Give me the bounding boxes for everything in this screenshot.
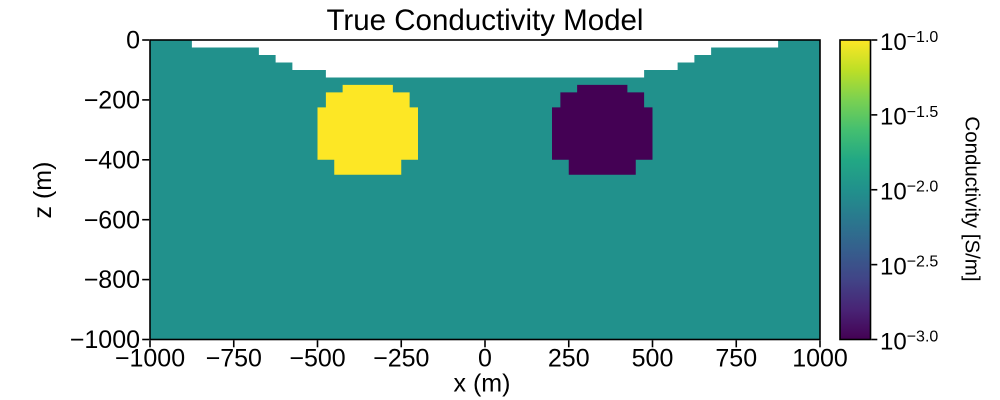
svg-text:Conductivity [S/m]: Conductivity [S/m] [961,116,984,281]
svg-text:1000: 1000 [792,345,848,373]
svg-text:−250: −250 [373,345,429,373]
svg-text:0: 0 [126,27,140,55]
svg-text:−1000: −1000 [70,326,140,354]
svg-text:−500: −500 [289,345,345,373]
svg-text:−750: −750 [206,345,262,373]
svg-text:x (m): x (m) [454,370,511,398]
svg-text:True Conductivity Model: True Conductivity Model [327,4,644,37]
svg-text:−1000: −1000 [115,345,185,373]
svg-text:10−1.0: 10−1.0 [880,29,938,56]
svg-text:z (m): z (m) [29,162,57,219]
svg-text:−400: −400 [84,146,140,174]
svg-text:−800: −800 [84,266,140,294]
svg-text:0: 0 [478,345,492,373]
svg-text:500: 500 [632,345,674,373]
svg-text:10−1.5: 10−1.5 [880,104,938,131]
svg-text:750: 750 [715,345,757,373]
svg-text:10−2.5: 10−2.5 [880,253,938,280]
svg-text:−600: −600 [84,206,140,234]
svg-text:10−2.0: 10−2.0 [880,179,938,206]
svg-text:−200: −200 [84,87,140,115]
svg-text:250: 250 [548,345,590,373]
svg-text:10−3.0: 10−3.0 [880,328,938,355]
